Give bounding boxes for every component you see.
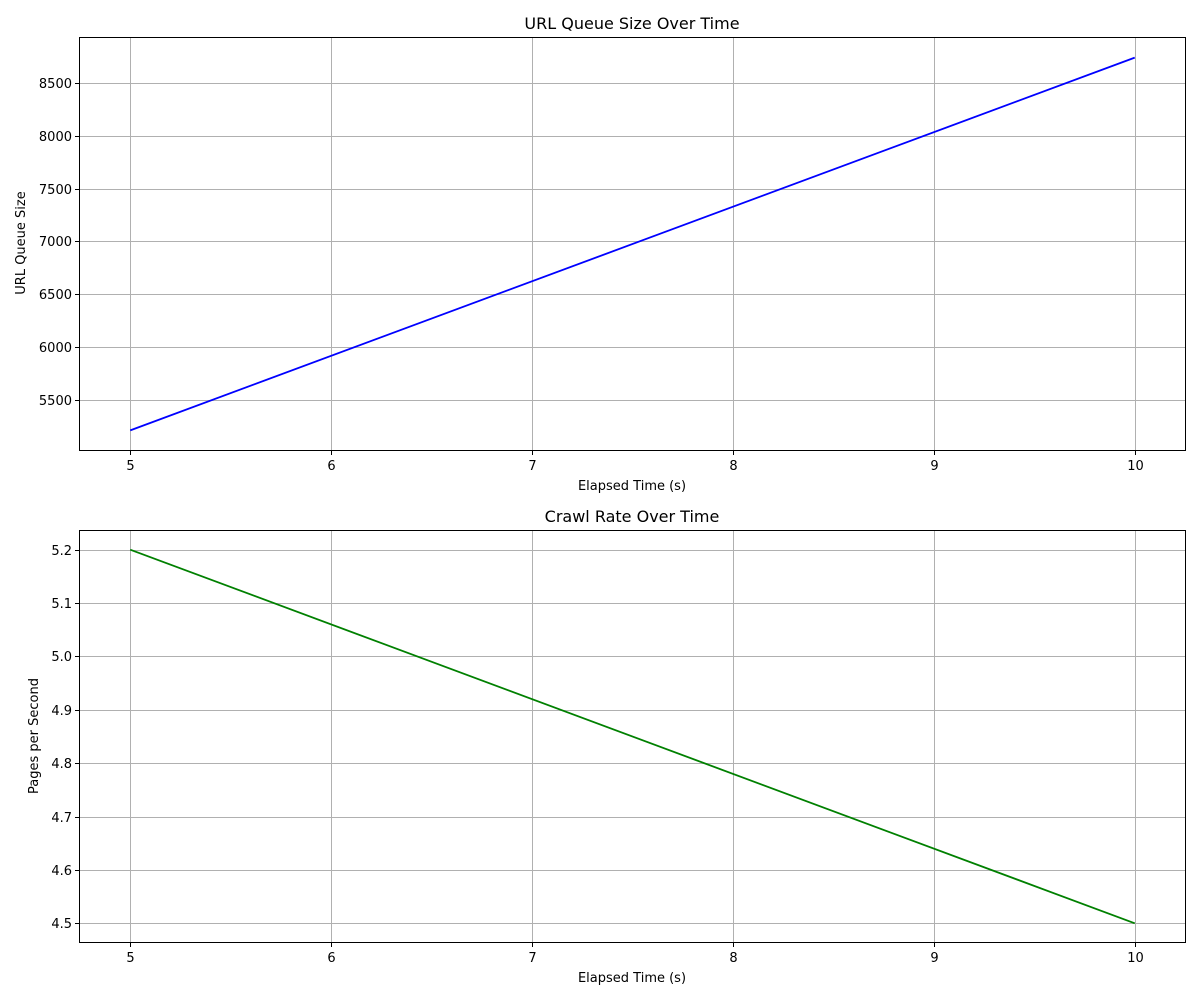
x-tick-label: 6 (327, 459, 335, 474)
y-tick-label: 5500 (39, 394, 72, 409)
plot-frame (79, 530, 1186, 943)
y-tick-label: 7500 (39, 183, 72, 198)
y-tick-label: 8500 (39, 77, 72, 92)
x-tick-label: 7 (528, 951, 536, 966)
chart-title: URL Queue Size Over Time (524, 14, 739, 33)
x-tick-label: 8 (729, 459, 737, 474)
y-tick-label: 4.5 (51, 917, 72, 932)
y-tick-label: 4.9 (51, 704, 72, 719)
crawl-rate-chart: Crawl Rate Over Time Elapsed Time (s) Pa… (27, 507, 1186, 986)
chart-title: Crawl Rate Over Time (545, 507, 720, 526)
grid (80, 38, 1185, 450)
x-axis-label: Elapsed Time (s) (578, 479, 686, 494)
x-tick-label: 10 (1127, 459, 1144, 474)
y-tick-label: 5.1 (51, 597, 72, 612)
y-tick-label: 5.2 (51, 544, 72, 559)
x-tick-label: 5 (126, 951, 134, 966)
series-line (129, 56, 1136, 432)
x-tick-label: 10 (1127, 951, 1144, 966)
y-tick-label: 5.0 (51, 650, 72, 665)
y-tick-label: 4.8 (51, 757, 72, 772)
x-tick-label: 9 (930, 951, 938, 966)
y-tick-label: 8000 (39, 130, 72, 145)
axis-ticks: 5 6 7 8 9 10 5500 6000 6500 7000 7500 8000 8500 (39, 77, 1144, 474)
queue-size-chart: URL Queue Size Over Time Elapsed Time (s… (14, 14, 1186, 494)
x-tick-label: 8 (729, 951, 737, 966)
y-tick-label: 4.7 (51, 811, 72, 826)
axis-ticks: 5 6 7 8 9 10 4.5 4.6 4.7 4.8 4.9 5.0 5.1 5.2 (51, 544, 1143, 966)
y-tick-label: 7000 (39, 235, 72, 250)
x-tick-label: 5 (126, 459, 134, 474)
y-axis-label: URL Queue Size (14, 191, 29, 294)
x-tick-label: 9 (930, 459, 938, 474)
y-tick-label: 6500 (39, 288, 72, 303)
x-axis-label: Elapsed Time (s) (578, 971, 686, 986)
x-tick-label: 6 (327, 951, 335, 966)
y-axis-label: Pages per Second (27, 678, 42, 794)
x-tick-label: 7 (528, 459, 536, 474)
series-layer (129, 56, 1136, 432)
plot-frame (79, 37, 1186, 451)
grid (80, 531, 1185, 942)
y-tick-label: 6000 (39, 341, 72, 356)
y-tick-label: 4.6 (51, 864, 72, 879)
series-line (129, 548, 1136, 925)
series-layer (129, 548, 1136, 925)
